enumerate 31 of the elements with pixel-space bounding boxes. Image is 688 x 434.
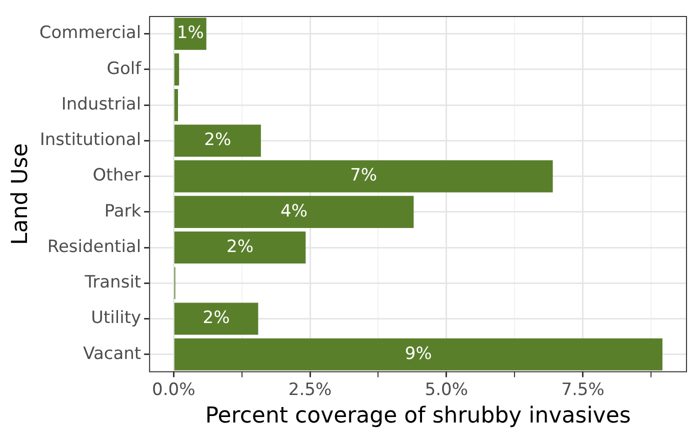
x-tick-label: 2.5%	[288, 380, 332, 400]
bar	[174, 302, 258, 335]
bar	[174, 124, 261, 157]
data-label: 4%	[280, 201, 308, 222]
data-label: 2%	[202, 308, 230, 328]
y-tick-label: Industrial	[61, 94, 142, 114]
data-label: 2%	[226, 236, 254, 257]
data-label: 1%	[176, 23, 204, 44]
y-tick-label: Vacant	[83, 344, 142, 364]
bar	[174, 53, 180, 86]
y-tick-label: Institutional	[40, 130, 142, 150]
x-tick-label: 0.0%	[152, 380, 196, 400]
y-tick-label: Other	[92, 166, 142, 186]
data-label: 7%	[350, 166, 378, 186]
x-tick-label: 7.5%	[561, 380, 604, 400]
data-label: 2%	[204, 130, 232, 150]
x-tick-label: 5.0%	[424, 380, 468, 400]
bar	[174, 232, 306, 264]
y-tick-label: Commercial	[39, 23, 142, 44]
bar	[174, 338, 662, 370]
x-axis-title: Percent coverage of shrubby invasives	[205, 404, 631, 429]
y-tick-label: Utility	[91, 308, 142, 328]
bar	[174, 196, 414, 228]
data-label: 9%	[404, 344, 432, 364]
y-axis-title: Land Use	[8, 143, 33, 245]
bar	[174, 160, 553, 192]
y-tick-label: Residential	[47, 236, 142, 257]
y-tick-label: Park	[104, 201, 142, 222]
bar	[174, 89, 178, 122]
y-tick-label: Golf	[106, 58, 142, 79]
y-tick-label: Transit	[84, 272, 142, 293]
